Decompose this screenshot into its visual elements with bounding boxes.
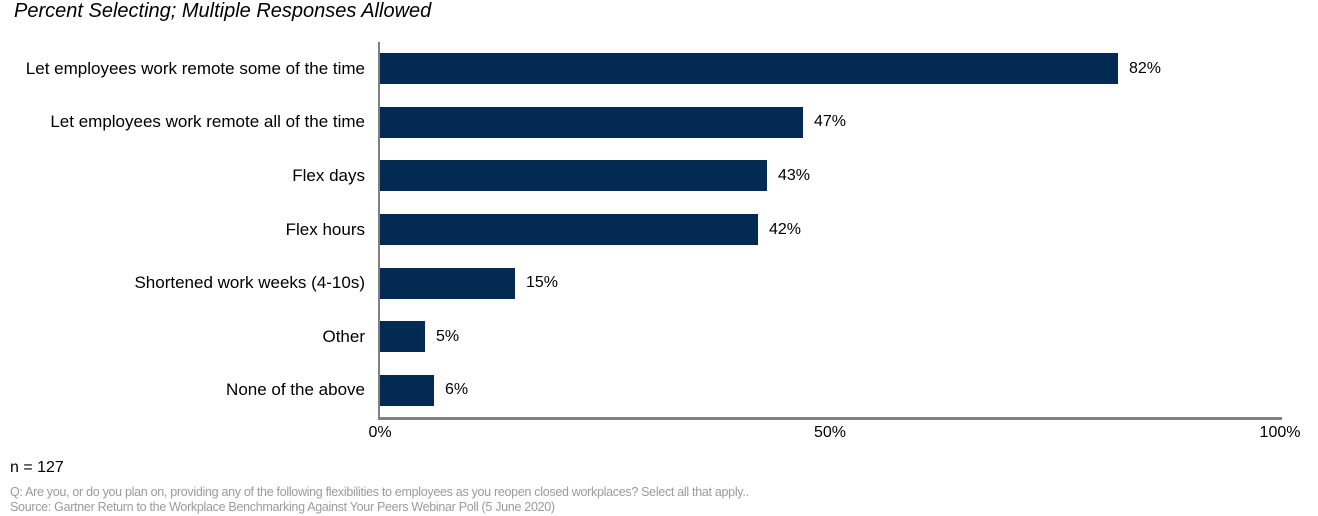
value-label: 42% bbox=[769, 220, 802, 238]
bar bbox=[380, 160, 767, 192]
chart-title: Percent Selecting; Multiple Responses Al… bbox=[14, 0, 432, 22]
bar bbox=[380, 53, 1118, 85]
bar-row: Let employees work remote some of the ti… bbox=[0, 42, 1318, 96]
bar-track: 5% bbox=[380, 321, 1280, 353]
bar bbox=[380, 106, 803, 138]
category-label: None of the above bbox=[226, 380, 365, 400]
bar-row: Flex hours 42% bbox=[0, 203, 1318, 257]
category-label: Flex days bbox=[292, 165, 365, 185]
category-label: Flex hours bbox=[285, 219, 365, 239]
category-label: Let employees work remote some of the ti… bbox=[25, 58, 365, 78]
bar-rows: Let employees work remote some of the ti… bbox=[0, 42, 1318, 417]
bar-row: Other 5% bbox=[0, 310, 1318, 364]
bar-track: 82% bbox=[380, 53, 1280, 85]
value-label: 82% bbox=[1129, 59, 1162, 77]
bar bbox=[380, 374, 434, 406]
value-label: 15% bbox=[526, 274, 559, 292]
bar bbox=[380, 214, 758, 246]
value-label: 6% bbox=[445, 381, 469, 399]
bar bbox=[380, 267, 515, 299]
bar-row: Flex days 43% bbox=[0, 149, 1318, 203]
bar-row: None of the above 6% bbox=[0, 363, 1318, 417]
x-tick-label: 50% bbox=[813, 424, 847, 441]
bar-track: 43% bbox=[380, 160, 1280, 192]
bar-row: Shortened work weeks (4-10s) 15% bbox=[0, 256, 1318, 310]
value-label: 5% bbox=[436, 327, 460, 345]
category-label: Other bbox=[322, 326, 365, 346]
bar-track: 6% bbox=[380, 374, 1280, 406]
x-tick-label: 100% bbox=[1259, 424, 1301, 441]
plot-axes bbox=[378, 42, 1282, 420]
bar-track: 42% bbox=[380, 214, 1280, 246]
category-label: Let employees work remote all of the tim… bbox=[50, 112, 365, 132]
bar-track: 47% bbox=[380, 106, 1280, 138]
bar-track: 15% bbox=[380, 267, 1280, 299]
source-footnote: Source: Gartner Return to the Workplace … bbox=[10, 500, 555, 514]
question-footnote: Q: Are you, or do you plan on, providing… bbox=[10, 485, 749, 499]
value-label: 43% bbox=[778, 166, 811, 184]
bar bbox=[380, 321, 425, 353]
sample-size-label: n = 127 bbox=[10, 459, 64, 476]
bar-row: Let employees work remote all of the tim… bbox=[0, 96, 1318, 150]
value-label: 47% bbox=[814, 113, 847, 131]
x-axis: 0% 50% 100% bbox=[368, 424, 1300, 448]
category-label: Shortened work weeks (4-10s) bbox=[134, 273, 365, 293]
x-tick-label: 0% bbox=[368, 424, 392, 441]
